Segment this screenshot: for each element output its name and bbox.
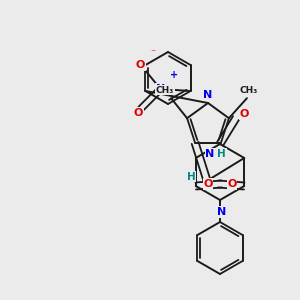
Text: H: H [218, 149, 226, 159]
Text: CH₃: CH₃ [156, 86, 174, 95]
Text: N: N [156, 84, 165, 94]
Text: O: O [239, 109, 249, 119]
Text: ⁻: ⁻ [150, 48, 155, 58]
Text: H: H [187, 172, 195, 182]
Text: O: O [227, 179, 236, 189]
Text: N: N [218, 207, 226, 217]
Text: N: N [205, 149, 214, 159]
Text: N: N [203, 90, 213, 100]
Text: CH₃: CH₃ [240, 86, 258, 95]
Text: +: + [170, 70, 178, 80]
Text: O: O [136, 60, 145, 70]
Text: O: O [134, 108, 143, 118]
Text: O: O [204, 179, 213, 189]
